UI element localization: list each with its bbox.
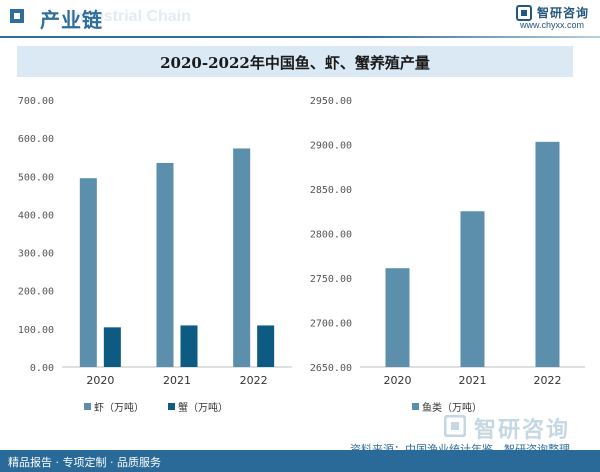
right-bar-fish-2022 xyxy=(535,141,560,367)
brand-watermark-icon xyxy=(444,415,466,437)
left-x-tick-label: 2021 xyxy=(163,374,191,387)
footer-tagline: 精品报告 · 专项定制 · 品质服务 xyxy=(8,456,161,469)
bottom-brand-name: 智研咨询 xyxy=(474,418,571,443)
left-y-tick-label: 0.00 xyxy=(30,363,54,374)
right-bar-fish-2020 xyxy=(385,268,410,367)
left-y-tick-label: 400.00 xyxy=(18,210,54,221)
left-bar-crab-2022 xyxy=(257,325,275,367)
brand: 智研咨询 www.chyxx.com xyxy=(516,4,600,34)
left-bar-shrimp-2020 xyxy=(79,178,97,367)
right-x-tick-label: 2021 xyxy=(459,374,487,387)
brand-url: www.chyxx.com xyxy=(520,20,585,30)
left-y-tick-label: 100.00 xyxy=(18,325,54,336)
right-y-tick-label: 2700.00 xyxy=(310,319,352,330)
chart-title: 2020-2022年中国鱼、虾、蟹养殖产量 xyxy=(160,54,430,72)
left-legend-swatch xyxy=(84,403,91,410)
left-bar-shrimp-2021 xyxy=(156,162,174,367)
left-legend-swatch xyxy=(168,403,175,410)
left-y-tick-label: 200.00 xyxy=(18,287,54,298)
chart-area: 0.00 100.00 200.00 300.00 400.00 500.00 600.00… xyxy=(18,96,585,414)
right-y-tick-label: 2650.00 xyxy=(310,363,352,374)
left-y-tick-label: 700.00 xyxy=(18,96,54,107)
right-legend-swatch xyxy=(412,403,419,410)
right-legend-label: 鱼类（万吨） xyxy=(422,401,482,414)
left-legend-label: 虾（万吨） xyxy=(94,401,144,414)
brand-logo-icon xyxy=(516,5,532,21)
left-bar-shrimp-2022 xyxy=(233,148,251,367)
right-y-tick-label: 2750.00 xyxy=(310,274,352,285)
right-y-tick-label: 2850.00 xyxy=(310,185,352,196)
left-bar-crab-2021 xyxy=(180,325,198,367)
page-header: Industrial Chain 产业链 智研咨询 www.chyxx.com xyxy=(0,0,600,34)
left-x-tick-label: 2020 xyxy=(86,374,114,387)
section-marker-icon xyxy=(10,9,24,23)
header-watermark: Industrial Chain xyxy=(70,8,191,25)
left-y-tick-label: 600.00 xyxy=(18,134,54,145)
left-y-tick-label: 300.00 xyxy=(18,249,54,260)
left-bar-crab-2020 xyxy=(103,327,121,367)
right-bar-fish-2021 xyxy=(460,211,485,367)
right-x-tick-label: 2022 xyxy=(534,374,562,387)
page-title: 产业链 xyxy=(40,8,103,32)
left-legend-label: 蟹（万吨） xyxy=(178,401,228,414)
left-x-tick-label: 2022 xyxy=(240,374,268,387)
right-x-tick-label: 2020 xyxy=(384,374,412,387)
footer-bar: 精品报告 · 专项定制 · 品质服务 xyxy=(0,450,600,472)
right-y-tick-label: 2950.00 xyxy=(310,96,352,107)
header-divider xyxy=(0,36,600,38)
brand-name: 智研咨询 xyxy=(537,6,590,20)
left-y-tick-label: 500.00 xyxy=(18,172,54,183)
right-y-tick-label: 2800.00 xyxy=(310,230,352,241)
right-y-tick-label: 2900.00 xyxy=(310,141,352,152)
chart-title-band: 2020-2022年中国鱼、虾、蟹养殖产量 xyxy=(17,46,573,77)
